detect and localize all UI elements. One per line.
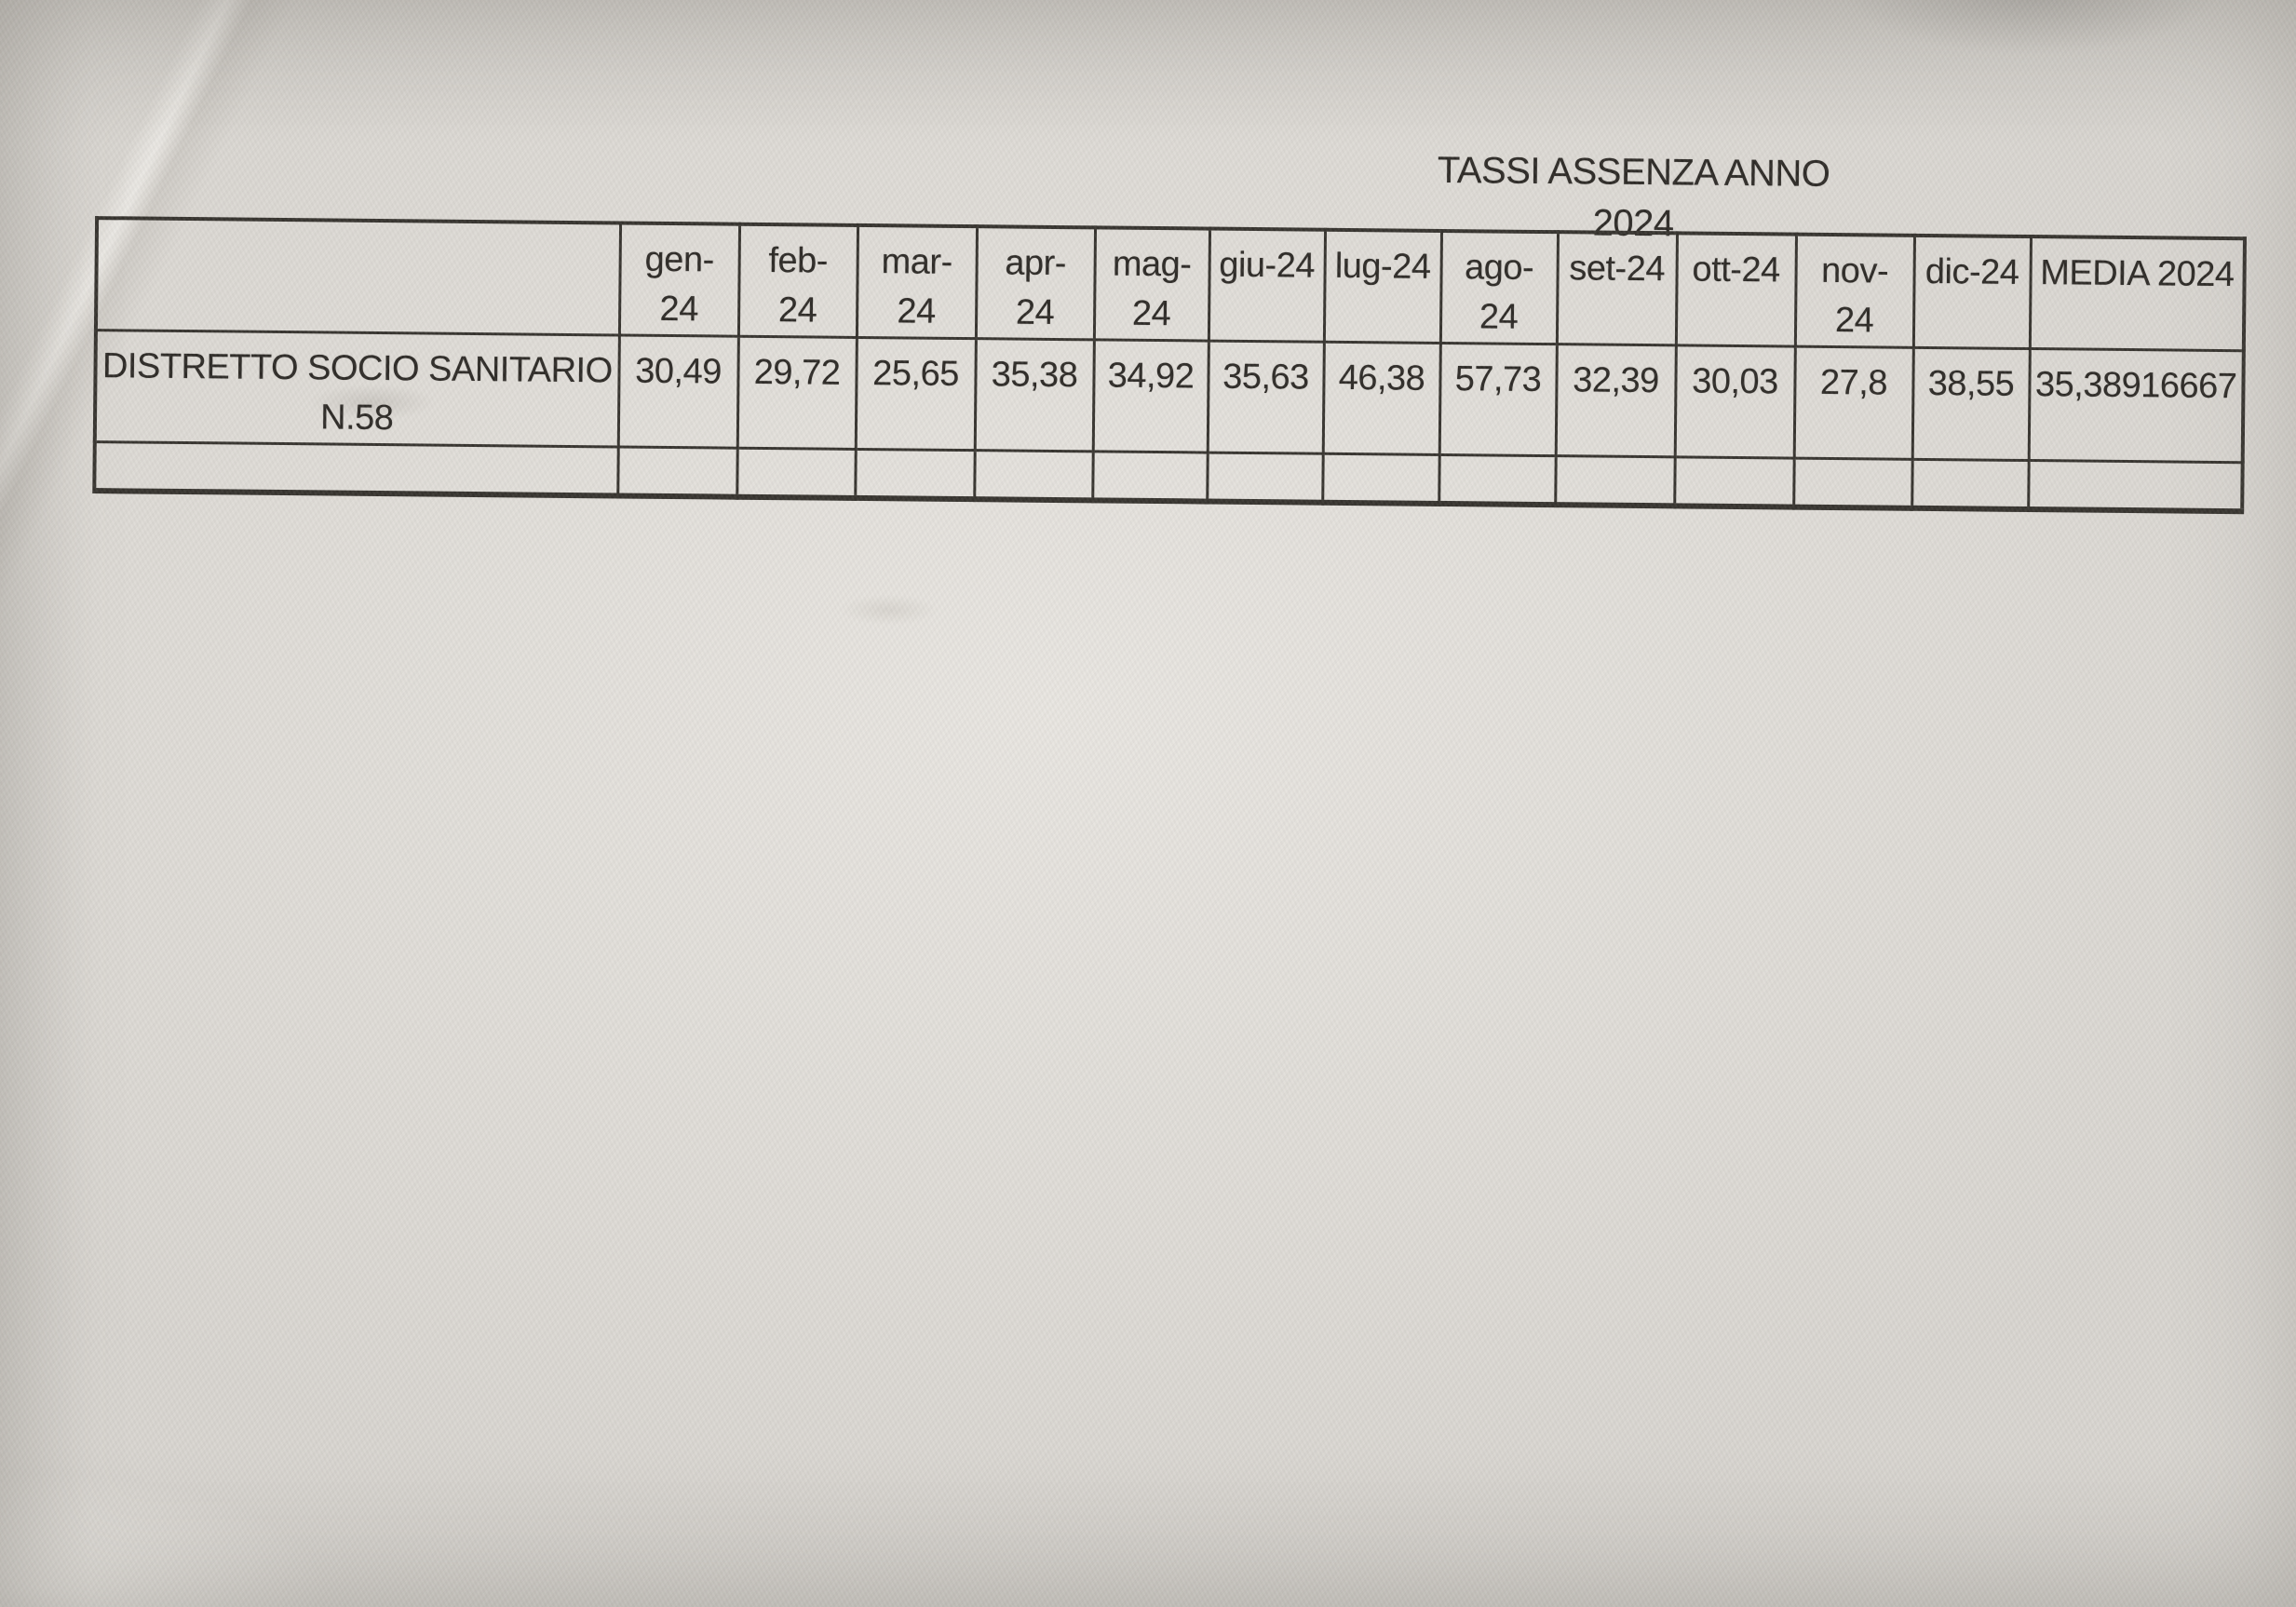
column-header-gen-24: gen- 24 xyxy=(618,223,740,337)
column-header-media-2024: MEDIA 2024 xyxy=(2029,236,2245,351)
empty-cell xyxy=(1674,456,1794,507)
column-header-mag-24: mag- 24 xyxy=(1093,227,1210,342)
row-label-cell: DISTRETTO SOCIO SANITARIO N.58 xyxy=(94,330,619,447)
value-cell-nov-24: 27,8 xyxy=(1793,346,1913,460)
document-title-line1: TASSI ASSENZA ANNO xyxy=(1437,149,1830,195)
empty-cell xyxy=(736,448,856,498)
value-cell-mar-24: 25,65 xyxy=(855,337,976,451)
value-cell-gen-24: 30,49 xyxy=(617,334,738,449)
empty-cell xyxy=(1207,452,1323,503)
column-header-giu-24: giu-24 xyxy=(1208,228,1326,343)
empty-cell xyxy=(855,449,975,499)
empty-cell xyxy=(974,450,1093,500)
column-header-dic-24: dic-24 xyxy=(1912,235,2032,349)
value-cell-set-24: 32,39 xyxy=(1555,344,1676,457)
value-cell-ott-24: 30,03 xyxy=(1674,344,1795,459)
empty-cell xyxy=(1911,459,2029,509)
value-cell-dic-24: 38,55 xyxy=(1911,347,2030,461)
empty-cell xyxy=(1438,454,1556,505)
column-header-ago-24: ago- 24 xyxy=(1439,230,1559,344)
value-cell-mag-24: 34,92 xyxy=(1092,339,1209,453)
value-cell-feb-24: 29,72 xyxy=(736,336,857,450)
empty-cell xyxy=(94,441,618,495)
value-cell-ago-24: 57,73 xyxy=(1438,343,1557,456)
empty-cell xyxy=(2028,460,2243,511)
column-header-set-24: set-24 xyxy=(1556,232,1678,345)
data-row-distretto-58: DISTRETTO SOCIO SANITARIO N.58 30,49 29,… xyxy=(94,330,2244,463)
column-header-nov-24: nov- 24 xyxy=(1794,234,1915,348)
value-cell-apr-24: 35,38 xyxy=(974,338,1094,452)
value-cell-lug-24: 46,38 xyxy=(1322,342,1440,455)
column-header-mar-24: mar- 24 xyxy=(856,224,978,339)
column-header-apr-24: apr- 24 xyxy=(975,226,1096,340)
absence-rates-table: gen- 24 feb- 24 mar- 24 apr- 24 mag- 24 … xyxy=(92,216,2248,514)
header-row: gen- 24 feb- 24 mar- 24 apr- 24 mag- 24 … xyxy=(95,218,2245,351)
value-cell-media-2024: 35,38916667 xyxy=(2028,348,2244,463)
empty-cell xyxy=(1793,458,1912,508)
corner-header-cell xyxy=(95,218,621,335)
printed-content: TASSI ASSENZA ANNO 2024 gen- 24 feb- 24 … xyxy=(88,130,2248,514)
value-cell-giu-24: 35,63 xyxy=(1207,341,1324,454)
empty-cell xyxy=(1322,453,1439,504)
column-header-ott-24: ott-24 xyxy=(1675,233,1797,347)
column-header-lug-24: lug-24 xyxy=(1323,229,1442,344)
empty-cell xyxy=(1092,451,1208,502)
column-header-feb-24: feb- 24 xyxy=(737,223,858,338)
empty-cell xyxy=(1555,455,1675,506)
empty-cell xyxy=(617,446,737,497)
